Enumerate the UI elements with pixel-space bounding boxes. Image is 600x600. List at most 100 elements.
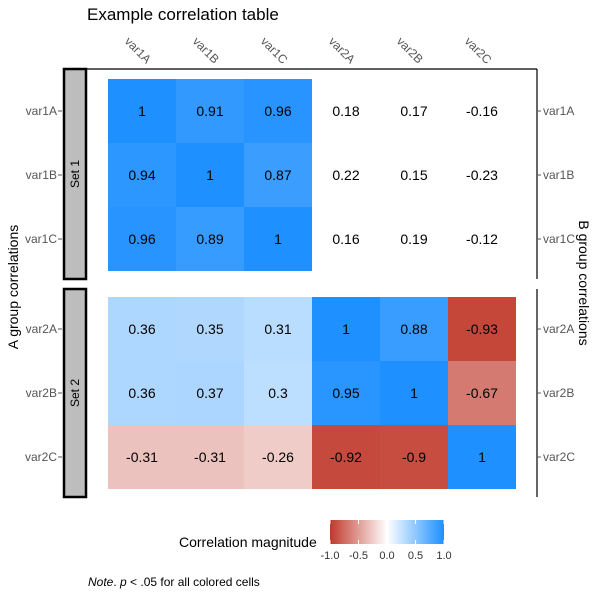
cell-value-label: 0.36	[128, 385, 155, 401]
cell-value-label: 0.87	[264, 167, 291, 183]
column-label: var1B	[190, 34, 222, 66]
cell-value-label: 0.18	[332, 103, 359, 119]
facet-strip-label: Set 1	[68, 160, 82, 188]
heatmap-cell	[108, 425, 176, 489]
column-label: var2C	[462, 34, 495, 67]
row-label-left: var2B	[26, 386, 57, 400]
footnote-note-word: Note	[88, 575, 114, 589]
row-label-right: var1A	[543, 104, 574, 118]
facet-strip	[62, 287, 88, 499]
cell-value-label: -0.31	[194, 449, 226, 465]
heatmap-cell	[244, 207, 312, 271]
heatmap-cell	[380, 297, 448, 361]
heatmap-cell	[244, 143, 312, 207]
heatmap-cell	[176, 297, 244, 361]
facet-strip-label: Set 2	[68, 379, 82, 407]
heatmap-cell	[448, 425, 516, 489]
cell-value-label: -0.92	[330, 449, 362, 465]
column-label: var2B	[394, 34, 426, 66]
cell-value-label: 0.94	[128, 167, 155, 183]
column-label: var2A	[326, 34, 358, 66]
cell-value-label: 0.36	[128, 321, 155, 337]
color-scale-tick-label: 0.0	[379, 550, 394, 562]
heatmap-cell	[448, 297, 516, 361]
heatmap-cell	[244, 361, 312, 425]
heatmap-cell	[380, 361, 448, 425]
legend-title: Correlation magnitude	[179, 534, 317, 550]
right-axis-title: B group correlations	[576, 220, 592, 345]
cell-value-label: 1	[478, 449, 486, 465]
footnote-p-symbol: p	[120, 575, 127, 589]
row-label-right: var1C	[543, 232, 575, 246]
cell-value-label: 0.17	[400, 103, 427, 119]
cell-value-label: -0.9	[402, 449, 426, 465]
cell-value-label: 0.96	[128, 231, 155, 247]
facet-strip	[62, 67, 88, 281]
cell-value-label: 1	[206, 167, 214, 183]
row-label-right: var2B	[543, 386, 574, 400]
cell-value-label: 0.89	[196, 231, 223, 247]
cell-value-label: 0.88	[400, 321, 427, 337]
cell-value-label: 0.22	[332, 167, 359, 183]
cell-value-label: 0.91	[196, 103, 223, 119]
heatmap-cell	[108, 143, 176, 207]
cell-value-label: 0.31	[264, 321, 291, 337]
heatmap-cell	[176, 207, 244, 271]
heatmap-cell	[448, 361, 516, 425]
color-scale-tick-label: 1.0	[436, 550, 451, 562]
color-scale-tick-label: -0.5	[349, 550, 368, 562]
row-label-right: var2C	[543, 450, 575, 464]
heatmap-cell	[312, 425, 380, 489]
heatmap-cell	[312, 361, 380, 425]
cell-value-label: 0.95	[332, 385, 359, 401]
footnote-separator: .	[113, 575, 121, 589]
row-label-left: var1A	[26, 104, 57, 118]
column-label: var1A	[122, 34, 154, 66]
cell-value-label: -0.93	[466, 321, 498, 337]
cell-value-label: 0.16	[332, 231, 359, 247]
row-label-left: var2C	[25, 450, 57, 464]
cell-value-label: -0.26	[262, 449, 294, 465]
heatmap-cell	[380, 425, 448, 489]
row-label-left: var1C	[25, 232, 57, 246]
column-label: var1C	[258, 34, 291, 67]
row-label-right: var2A	[543, 322, 574, 336]
cell-value-label: 0.96	[264, 103, 291, 119]
cell-value-label: 1	[274, 231, 282, 247]
color-scale-tick-label: 0.5	[408, 550, 423, 562]
cell-value-label: 1	[410, 385, 418, 401]
row-label-left: var1B	[26, 168, 57, 182]
footnote: Note. p < .05 for all colored cells	[88, 575, 260, 589]
color-scale-tick-label: -1.0	[321, 550, 340, 562]
cell-value-label: 0.35	[196, 321, 223, 337]
heatmap-cell	[176, 143, 244, 207]
heatmap-cell	[244, 425, 312, 489]
heatmap-cell	[108, 79, 176, 143]
cell-value-label: -0.23	[466, 167, 498, 183]
heatmap-cell	[244, 79, 312, 143]
footnote-text: < .05 for all colored cells	[126, 575, 260, 589]
cell-value-label: 0.15	[400, 167, 427, 183]
cell-value-label: 0.19	[400, 231, 427, 247]
cell-value-label: -0.67	[466, 385, 498, 401]
cell-value-label: -0.16	[466, 103, 498, 119]
heatmap-cell	[312, 297, 380, 361]
cell-value-label: 1	[138, 103, 146, 119]
heatmap-cell	[244, 297, 312, 361]
chart-title: Example correlation table	[87, 5, 279, 24]
cell-value-label: -0.31	[126, 449, 158, 465]
heatmap-cell	[108, 207, 176, 271]
cell-value-label: 0.3	[268, 385, 288, 401]
cell-value-label: 1	[342, 321, 350, 337]
row-label-right: var1B	[543, 168, 574, 182]
cell-value-label: -0.12	[466, 231, 498, 247]
heatmap-cell	[176, 361, 244, 425]
heatmap-cell	[108, 297, 176, 361]
left-axis-title: A group correlations	[5, 225, 21, 350]
heatmap-cell	[176, 425, 244, 489]
heatmap-cell	[108, 361, 176, 425]
row-label-left: var2A	[26, 322, 57, 336]
cell-value-label: 0.37	[196, 385, 223, 401]
heatmap-cell	[176, 79, 244, 143]
